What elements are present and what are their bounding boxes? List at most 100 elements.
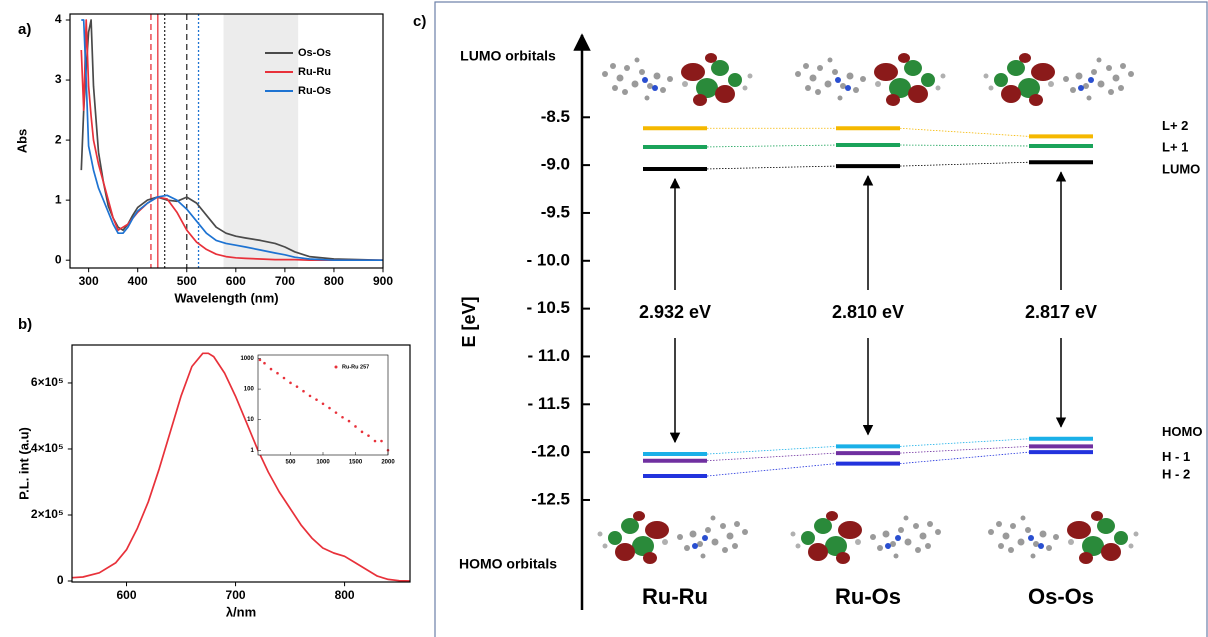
- category-label: Os-Os: [1028, 584, 1094, 609]
- x-tick-label: 600: [117, 588, 137, 602]
- molecule-orbital: [602, 53, 753, 106]
- legend-label: Ru-Ru 257: [342, 364, 369, 370]
- scatter-point: [367, 434, 370, 437]
- panel-label: a): [18, 21, 31, 38]
- scatter-point: [315, 398, 318, 401]
- level-connector: [900, 162, 1029, 166]
- scatter-point: [335, 411, 338, 414]
- molecule-orbital: [791, 511, 942, 564]
- legend-label: Ru-Ru: [298, 66, 331, 78]
- level-connector: [900, 128, 1029, 136]
- scatter-point: [283, 377, 286, 380]
- y-tick-label: - 11.0: [527, 346, 570, 365]
- level-label: L+ 2: [1162, 118, 1188, 133]
- y-tick-label: 1: [250, 448, 254, 454]
- figure: 30040050060070080090001234Wavelength (nm…: [0, 0, 1208, 637]
- x-tick-label: 600: [226, 274, 246, 288]
- x-axis-label: λ/nm: [226, 605, 256, 620]
- level-connector: [707, 464, 836, 476]
- y-tick-label: 0: [57, 573, 64, 587]
- molecule-orbital: [984, 53, 1135, 106]
- y-tick-label: - 11.5: [527, 394, 570, 413]
- scatter-point: [374, 440, 377, 443]
- scatter-point: [289, 382, 292, 385]
- annotation: HOMO orbitals: [459, 556, 557, 572]
- scatter-point: [259, 359, 262, 362]
- x-tick-label: 500: [177, 274, 197, 288]
- x-axis-label: Wavelength (nm): [174, 291, 278, 306]
- y-axis-label: E [eV]: [459, 296, 479, 347]
- level-label: HOMO: [1162, 424, 1202, 439]
- y-tick-label: 0: [55, 252, 62, 266]
- y-tick-label: 10: [247, 417, 254, 423]
- level-connector: [707, 446, 836, 454]
- x-tick-label: 400: [128, 274, 148, 288]
- scatter-point: [361, 431, 364, 434]
- y-tick-label: 4: [55, 12, 62, 26]
- y-tick-label: 1: [55, 192, 62, 206]
- y-tick-label: -12.5: [531, 489, 570, 508]
- y-axis-label: Abs: [15, 129, 30, 154]
- y-tick-label: 6×10⁵: [31, 375, 64, 389]
- scatter-point: [302, 390, 305, 393]
- x-tick-label: 900: [373, 274, 393, 288]
- level-label: H - 1: [1162, 449, 1190, 464]
- molecule-orbital: [598, 511, 749, 564]
- category-label: Ru-Os: [835, 584, 901, 609]
- x-tick-label: 700: [226, 588, 246, 602]
- scatter-point: [380, 440, 383, 443]
- annotation: LUMO orbitals: [460, 48, 556, 64]
- x-tick-label: 300: [79, 274, 99, 288]
- scatter-point: [348, 420, 351, 423]
- y-tick-label: -9.0: [541, 155, 570, 174]
- level-label: LUMO: [1162, 162, 1200, 177]
- scatter-point: [309, 395, 312, 398]
- gap-label: 2.810 eV: [832, 302, 904, 322]
- scatter-point: [276, 372, 279, 375]
- molecule-orbital: [795, 53, 946, 106]
- y-tick-label: 1000: [240, 356, 254, 362]
- panel-label: b): [18, 316, 32, 333]
- level-connector: [900, 446, 1029, 453]
- category-label: Ru-Ru: [642, 584, 708, 609]
- x-tick-label: 800: [324, 274, 344, 288]
- scatter-point: [354, 425, 357, 428]
- level-connector: [707, 166, 836, 169]
- y-axis-label: P.L. int (a.u): [17, 427, 32, 500]
- x-tick-label: 700: [275, 274, 295, 288]
- level-label: L+ 1: [1162, 139, 1188, 154]
- x-tick-label: 800: [335, 588, 355, 602]
- gap-label: 2.817 eV: [1025, 302, 1097, 322]
- x-tick-label: 1000: [316, 459, 330, 465]
- y-tick-label: 2: [55, 132, 62, 146]
- y-tick-label: - 10.5: [527, 298, 570, 317]
- molecule-orbital: [988, 511, 1139, 564]
- legend-swatch: [335, 366, 338, 369]
- y-tick-label: -12.0: [531, 442, 570, 461]
- level-connector: [707, 453, 836, 461]
- y-tick-label: 4×10⁵: [31, 441, 64, 455]
- y-tick-label: -9.5: [541, 202, 570, 221]
- panel-label: c): [413, 13, 426, 30]
- scatter-point: [322, 403, 325, 406]
- scatter-point: [341, 416, 344, 419]
- level-connector: [900, 452, 1029, 463]
- scatter-point: [263, 362, 266, 365]
- scatter-point: [270, 368, 273, 371]
- x-tick-label: 1500: [349, 459, 363, 465]
- scatter-point: [328, 407, 331, 410]
- level-connector: [707, 145, 836, 147]
- legend-label: Ru-Os: [298, 85, 331, 97]
- y-tick-label: -8.5: [541, 107, 570, 126]
- gap-label: 2.932 eV: [639, 302, 711, 322]
- y-tick-label: 100: [244, 387, 255, 393]
- x-tick-label: 500: [285, 459, 296, 465]
- level-connector: [900, 145, 1029, 146]
- x-tick-label: 2000: [381, 459, 395, 465]
- legend-label: Os-Os: [298, 47, 331, 59]
- level-connector: [900, 439, 1029, 447]
- y-tick-label: - 10.0: [527, 250, 570, 269]
- scatter-point: [296, 385, 299, 388]
- y-tick-label: 2×10⁵: [31, 507, 64, 521]
- level-label: H - 2: [1162, 467, 1190, 482]
